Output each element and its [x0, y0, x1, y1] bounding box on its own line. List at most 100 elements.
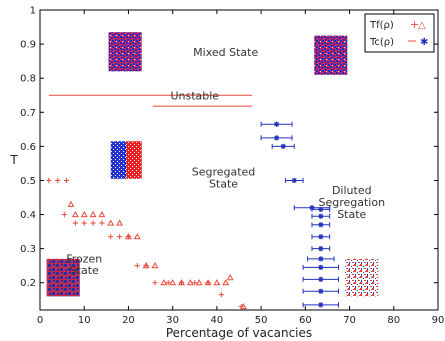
star-d2 [318, 246, 324, 252]
tc-point [284, 177, 304, 184]
tf-plus-point [72, 220, 78, 226]
tf-triangle-point [204, 279, 212, 286]
legend-marker-tf-triangle: △ [418, 20, 426, 31]
mixed-inset-right [314, 35, 348, 75]
x-tick-label: 40 [211, 315, 224, 326]
tf-plus-point [46, 177, 52, 184]
annotation-text: Mixed State [193, 46, 258, 59]
tf-plus-point [117, 234, 123, 240]
legend-marker-tc-star: ✱ [420, 37, 428, 48]
tf-triangle-point [67, 200, 75, 207]
tc-point [271, 143, 295, 149]
tc-point [302, 288, 339, 294]
y-tick-label: 1 [30, 6, 36, 17]
tc-point [311, 206, 331, 213]
tf-triangle-point [222, 279, 230, 286]
star-d2 [274, 135, 279, 141]
x-tick-label: 50 [255, 315, 268, 326]
tf-plus-point [192, 280, 198, 286]
x-tick-label: 0 [37, 315, 43, 326]
annotation-text: Segregation [318, 196, 385, 209]
star-d2 [318, 265, 324, 270]
tf-triangle-point [160, 279, 168, 286]
y-tick-label: 0.8 [20, 74, 36, 85]
series-tf [46, 177, 247, 310]
x-axis-title: Percentage of vacancies [166, 326, 312, 340]
series-tc [260, 121, 339, 308]
annotation-text: Diluted [332, 184, 372, 197]
tf-triangle-point [226, 273, 234, 281]
star-d2 [318, 213, 324, 219]
star-d2 [318, 234, 324, 240]
tf-triangle-point [133, 233, 141, 240]
tc-point [260, 135, 293, 141]
x-tick-label: 60 [299, 315, 312, 326]
tf-plus-point [61, 211, 67, 218]
segregated-inset-red [126, 141, 142, 179]
tf-triangle-point [116, 219, 124, 226]
star-d2 [280, 143, 286, 149]
tc-point [311, 234, 331, 240]
tf-triangle-point [186, 279, 194, 286]
x-tick-label: 70 [343, 315, 356, 326]
tf-plus-point [152, 280, 158, 286]
tf-plus-point [165, 280, 171, 286]
segregated-inset-blue [110, 141, 127, 179]
tc-point [302, 276, 339, 282]
x-tick-label: 90 [432, 315, 445, 326]
tf-plus-point [134, 263, 140, 269]
legend: Tf(ρ) + △ Tc(ρ) ✱ [364, 13, 435, 53]
y-tick-label: 0.5 [20, 176, 36, 187]
tf-triangle-point [98, 210, 106, 218]
mixed-inset-left [108, 32, 142, 72]
phase-insets [46, 32, 379, 297]
tf-triangle-point [80, 210, 88, 218]
star-d2 [318, 222, 324, 228]
annotation-text: Unstable [170, 89, 219, 102]
tf-plus-point [63, 177, 70, 184]
tf-plus-point [99, 220, 105, 226]
tc-point [302, 302, 339, 308]
tc-point [311, 246, 331, 252]
y-tick-label: 0.3 [20, 244, 36, 255]
x-tick-label: 30 [166, 315, 179, 326]
axis-ticks: 0 10 20 30 40 50 60 70 80 90 0.2 0.3 0.4 0.5 0.6 0.7 0.8… [20, 6, 444, 327]
tf-plus-point [90, 220, 96, 226]
x-tick-label: 10 [78, 315, 91, 326]
legend-marker-tf-plus: + [410, 18, 419, 31]
tf-triangle-point [169, 279, 177, 286]
frozen-inset [46, 258, 80, 297]
legend-label-tc: Tc(ρ) [369, 37, 394, 48]
tc-point [307, 256, 335, 262]
x-tick-label: 20 [122, 315, 135, 326]
tf-plus-point [81, 220, 87, 226]
star-d2 [318, 276, 324, 282]
tf-triangle-point [195, 279, 203, 286]
star-d2 [318, 302, 324, 308]
y-tick-label: 0.6 [20, 142, 36, 153]
annotation-text: State [337, 208, 366, 221]
unstable-lines [48, 94, 253, 107]
tf-plus-point [218, 292, 224, 298]
tf-triangle-point [124, 233, 132, 240]
star-d2 [291, 178, 297, 183]
star-d2 [318, 288, 324, 294]
tf-plus-point [55, 177, 61, 184]
y-tick-label: 0.4 [20, 210, 36, 221]
diluted-inset [345, 258, 379, 297]
x-tick-label: 80 [387, 315, 400, 326]
annotation-text: State [70, 264, 99, 277]
tc-point [311, 213, 331, 219]
plot-frame [39, 9, 439, 311]
y-tick-label: 0.7 [20, 108, 36, 119]
tc-point [311, 222, 331, 228]
annotation-text: Frozen [66, 252, 102, 265]
tc-point [260, 121, 293, 127]
legend-box [364, 13, 435, 53]
star-d2 [274, 121, 279, 127]
tf-triangle-point [151, 262, 159, 269]
tf-triangle-point [213, 279, 221, 286]
tf-triangle-point [89, 210, 97, 218]
tf-triangle-point [107, 219, 115, 226]
